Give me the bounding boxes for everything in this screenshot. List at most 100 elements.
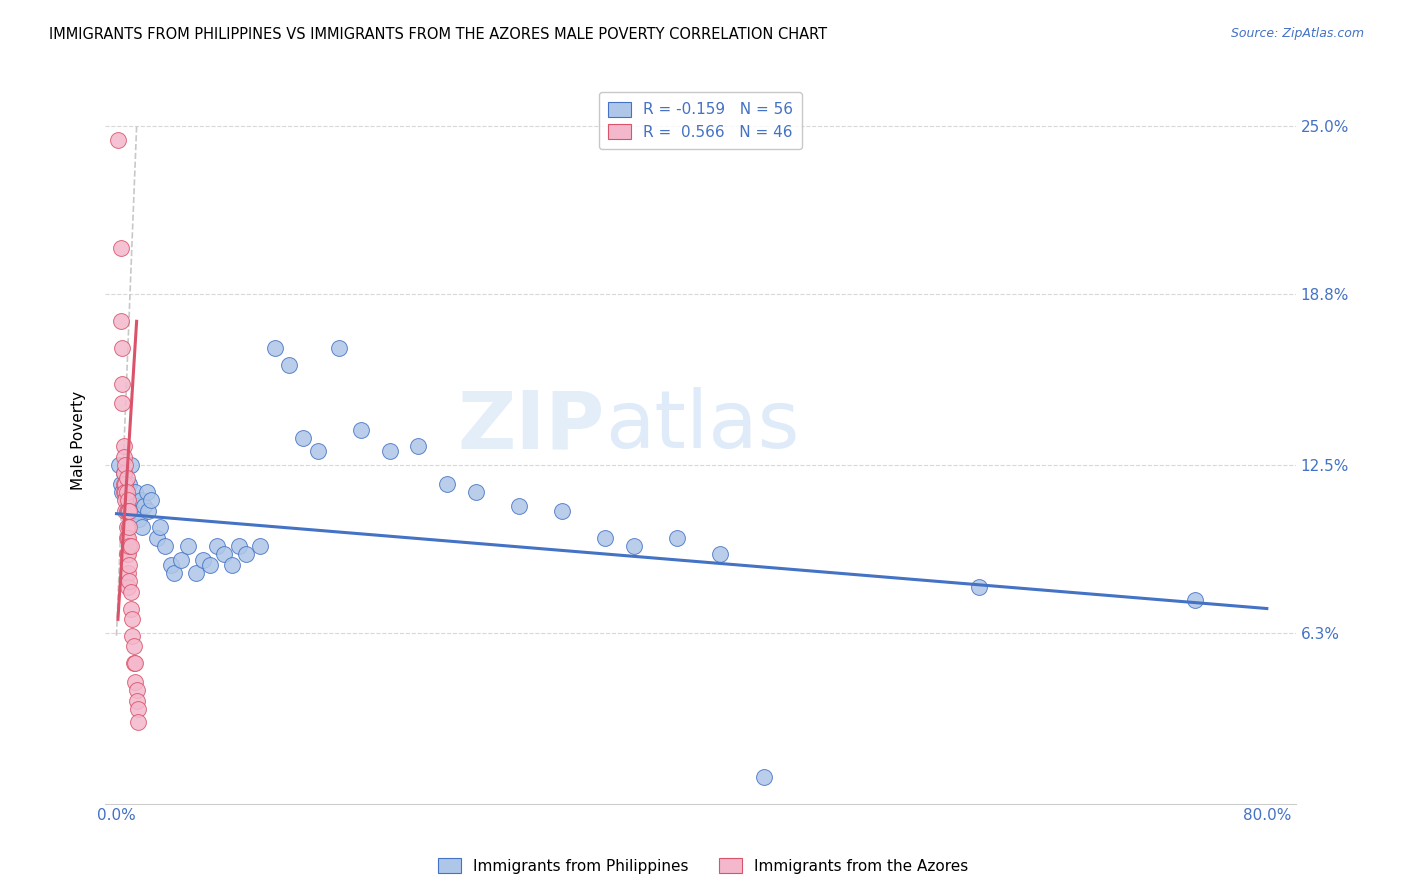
Point — [115, 471, 138, 485]
Point — [292, 431, 315, 445]
Point — [117, 580, 139, 594]
Point — [112, 466, 135, 480]
Point — [967, 580, 990, 594]
Point — [115, 493, 138, 508]
Point — [117, 566, 139, 581]
Point — [307, 444, 329, 458]
Point — [110, 241, 132, 255]
Point — [408, 439, 430, 453]
Point — [115, 531, 138, 545]
Point — [108, 458, 131, 472]
Point — [112, 476, 135, 491]
Point — [228, 539, 250, 553]
Point — [127, 715, 149, 730]
Point — [117, 531, 139, 545]
Point — [214, 547, 236, 561]
Point — [124, 674, 146, 689]
Point — [623, 539, 645, 553]
Point — [378, 444, 401, 458]
Point — [198, 558, 221, 573]
Point — [1184, 593, 1206, 607]
Point — [249, 539, 271, 553]
Point — [170, 553, 193, 567]
Point — [114, 476, 136, 491]
Point — [112, 450, 135, 464]
Point — [120, 601, 142, 615]
Point — [131, 520, 153, 534]
Point — [117, 504, 139, 518]
Point — [121, 629, 143, 643]
Point — [436, 476, 458, 491]
Point — [551, 504, 574, 518]
Point — [135, 485, 157, 500]
Point — [117, 504, 139, 518]
Point — [145, 531, 167, 545]
Y-axis label: Male Poverty: Male Poverty — [72, 391, 86, 490]
Point — [121, 612, 143, 626]
Point — [112, 485, 135, 500]
Point — [112, 439, 135, 453]
Point — [110, 476, 132, 491]
Point — [117, 493, 139, 508]
Point — [129, 493, 152, 508]
Point — [111, 395, 134, 409]
Text: atlas: atlas — [605, 387, 800, 465]
Point — [139, 493, 162, 508]
Point — [124, 485, 146, 500]
Point — [595, 531, 617, 545]
Point — [107, 133, 129, 147]
Point — [125, 682, 148, 697]
Text: ZIP: ZIP — [458, 387, 605, 465]
Point — [120, 458, 142, 472]
Point — [221, 558, 243, 573]
Point — [117, 547, 139, 561]
Point — [191, 553, 214, 567]
Point — [709, 547, 731, 561]
Point — [114, 493, 136, 508]
Point — [124, 656, 146, 670]
Point — [112, 466, 135, 480]
Text: Source: ZipAtlas.com: Source: ZipAtlas.com — [1230, 27, 1364, 40]
Point — [114, 485, 136, 500]
Point — [118, 558, 141, 573]
Point — [155, 539, 177, 553]
Point — [177, 539, 200, 553]
Point — [263, 342, 285, 356]
Legend: Immigrants from Philippines, Immigrants from the Azores: Immigrants from Philippines, Immigrants … — [432, 852, 974, 880]
Point — [114, 458, 136, 472]
Point — [121, 493, 143, 508]
Point — [235, 547, 257, 561]
Point — [184, 566, 207, 581]
Point — [136, 504, 159, 518]
Point — [115, 504, 138, 518]
Point — [128, 512, 150, 526]
Point — [115, 547, 138, 561]
Point — [118, 476, 141, 491]
Text: IMMIGRANTS FROM PHILIPPINES VS IMMIGRANTS FROM THE AZORES MALE POVERTY CORRELATI: IMMIGRANTS FROM PHILIPPINES VS IMMIGRANT… — [49, 27, 827, 42]
Point — [114, 476, 136, 491]
Point — [160, 558, 183, 573]
Point — [114, 504, 136, 518]
Point — [110, 314, 132, 328]
Point — [149, 520, 172, 534]
Point — [127, 702, 149, 716]
Point — [508, 499, 530, 513]
Point — [125, 693, 148, 707]
Point — [120, 539, 142, 553]
Point — [465, 485, 488, 500]
Point — [115, 485, 138, 500]
Point — [205, 539, 228, 553]
Point — [118, 520, 141, 534]
Point — [118, 539, 141, 553]
Legend: R = -0.159   N = 56, R =  0.566   N = 46: R = -0.159 N = 56, R = 0.566 N = 46 — [599, 93, 801, 149]
Point — [120, 585, 142, 599]
Point — [111, 342, 134, 356]
Point — [666, 531, 689, 545]
Point — [328, 342, 350, 356]
Point — [118, 574, 141, 589]
Point — [122, 640, 145, 654]
Point — [115, 520, 138, 534]
Point — [163, 566, 186, 581]
Point — [111, 485, 134, 500]
Point — [278, 358, 301, 372]
